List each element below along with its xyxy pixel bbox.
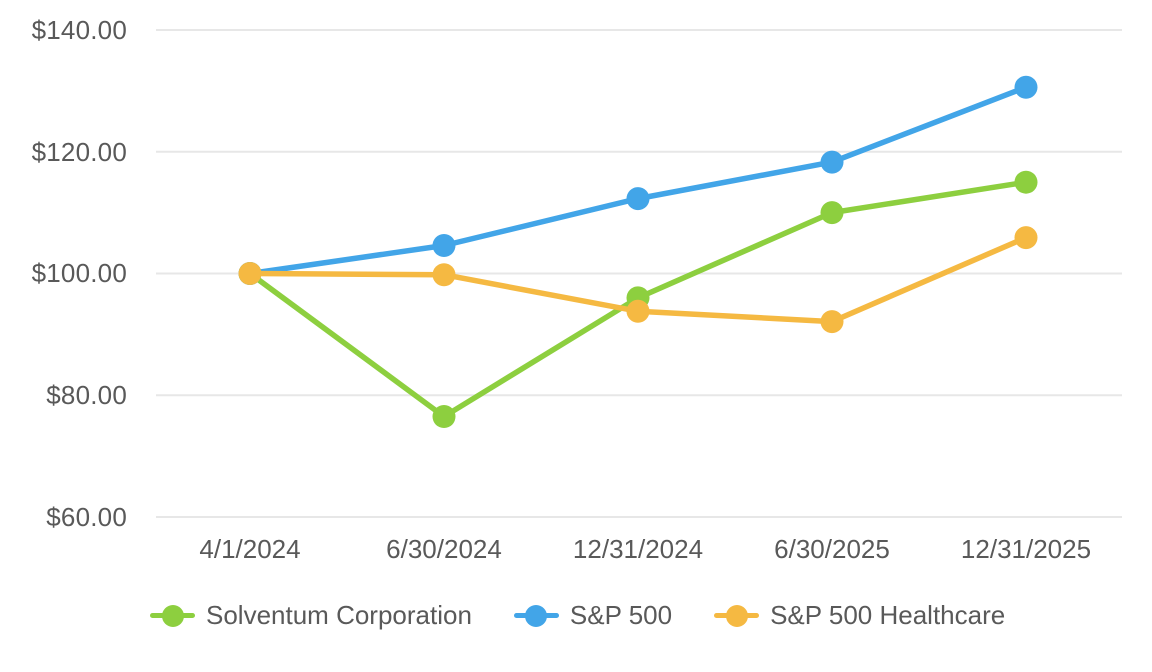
legend-marker-icon: [513, 604, 559, 627]
series-line-s-p-500: [249, 84, 1027, 277]
data-point: [432, 263, 456, 287]
data-point: [626, 187, 650, 211]
x-axis-label: 4/1/2024: [199, 534, 301, 564]
legend-item-sp500-healthcare: S&P 500 Healthcare: [714, 600, 1005, 631]
data-point: [432, 233, 456, 257]
x-axis-label: 6/30/2025: [774, 534, 890, 564]
legend-label: S&P 500 Healthcare: [770, 600, 1006, 630]
data-point: [820, 150, 844, 174]
chart-legend: Solventum Corporation S&P 500 S&P 500 He…: [150, 600, 1005, 631]
data-point: [626, 299, 650, 323]
x-axis-label: 6/30/2024: [386, 534, 502, 564]
data-point: [238, 262, 262, 285]
data-point: [1014, 170, 1038, 194]
y-axis-label: $100.00: [31, 258, 127, 288]
legend-marker-icon: [714, 604, 760, 627]
y-axis-label: $120.00: [31, 137, 127, 167]
data-point: [820, 310, 844, 334]
data-point: [1014, 75, 1038, 99]
data-point: [432, 405, 456, 429]
legend-label: S&P 500: [569, 600, 673, 630]
y-axis-label: $60.00: [46, 502, 127, 532]
x-axis-label: 12/31/2025: [960, 534, 1092, 564]
data-point: [1014, 226, 1038, 250]
y-axis-label: $80.00: [46, 380, 127, 410]
data-point: [820, 201, 844, 225]
legend-marker-icon: [150, 604, 195, 627]
x-axis-label: 12/31/2024: [572, 534, 704, 564]
y-axis-label: $140.00: [31, 15, 127, 45]
legend-item-sp500: S&P 500: [513, 600, 673, 631]
legend-label: Solventum Corporation: [206, 600, 472, 630]
legend-item-solventum: Solventum Corporation: [150, 600, 472, 631]
